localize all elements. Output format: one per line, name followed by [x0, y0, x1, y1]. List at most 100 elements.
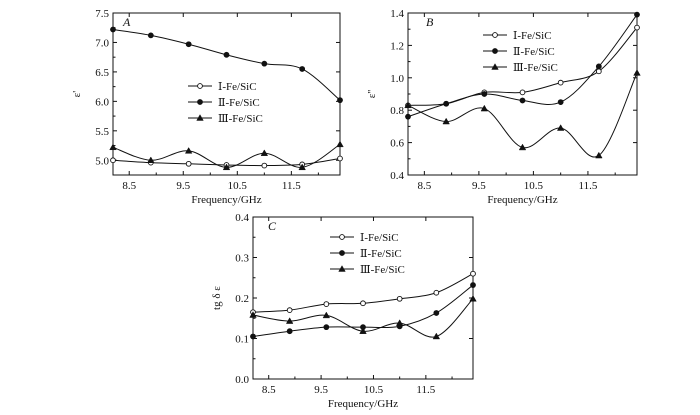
legend-entry: Ⅲ-Fe/SiC — [330, 264, 405, 276]
data-point — [443, 100, 450, 107]
data-point — [595, 68, 602, 75]
data-point — [480, 104, 489, 112]
legend-marker — [339, 250, 345, 256]
series-3 — [249, 295, 477, 340]
legend-marker — [196, 114, 204, 121]
data-point — [469, 295, 477, 302]
data-point — [396, 295, 403, 302]
x-tick-label: 9.5 — [472, 180, 486, 192]
y-axis-label: ε' — [71, 91, 83, 98]
legend-entry: Ⅰ-Fe/SiC — [483, 30, 552, 42]
panel-letter: C — [268, 219, 277, 233]
x-tick-label: 10.5 — [524, 180, 544, 192]
y-tick-label: 1.0 — [390, 73, 404, 85]
y-tick-label: 0.1 — [235, 334, 249, 346]
panel-a: 8.5 9.5 10.5 11.5 5.0 5.5 6.0 6.5 7.0 7.5 Frequenc… — [71, 8, 344, 206]
y-tick-label: 1.2 — [390, 40, 404, 52]
panel-letter: A — [122, 15, 131, 29]
data-point — [185, 160, 192, 167]
y-tick-label: 0.3 — [235, 253, 249, 265]
x-tick-label: 9.5 — [314, 384, 328, 396]
data-point — [481, 91, 488, 97]
x-axis-label: Frequency/GHz — [487, 194, 557, 206]
legend-label: Ⅰ-Fe/SiC — [513, 30, 552, 42]
panel-letter: B — [426, 15, 434, 29]
y-tick-label: 1.4 — [390, 8, 404, 20]
y-tick-label: 5.5 — [95, 126, 109, 138]
legend-label: Ⅱ-Fe/SiC — [513, 46, 555, 58]
data-point — [556, 124, 565, 131]
legend-marker — [338, 265, 346, 272]
legend-entry: Ⅲ-Fe/SiC — [188, 113, 263, 125]
y-tick-label: 0.4 — [235, 212, 249, 224]
legend-entry: Ⅱ-Fe/SiC — [483, 46, 555, 58]
y-tick-label: 7.5 — [95, 8, 109, 20]
legend-entry: Ⅱ-Fe/SiC — [330, 248, 402, 260]
legend-entry: Ⅲ-Fe/SiC — [483, 62, 558, 74]
legend-label: Ⅲ-Fe/SiC — [513, 62, 558, 74]
data-point — [147, 156, 155, 163]
data-point — [442, 117, 450, 125]
y-tick-label: 6.5 — [95, 67, 109, 79]
legend-label: Ⅱ-Fe/SiC — [218, 97, 260, 109]
data-point — [285, 317, 294, 324]
legend-marker — [492, 32, 498, 38]
data-point — [633, 69, 641, 76]
data-point — [557, 79, 564, 86]
legend-marker — [492, 48, 498, 54]
y-tick-label: 6.0 — [95, 96, 109, 108]
data-point — [110, 26, 116, 33]
plot-frame — [112, 12, 341, 176]
data-point — [323, 301, 330, 307]
data-point — [261, 60, 268, 67]
y-tick-label: 7.0 — [95, 37, 109, 49]
data-point — [519, 89, 526, 96]
data-point — [323, 324, 330, 331]
x-axis-label: Frequency/GHz — [328, 398, 398, 410]
legend-marker — [197, 83, 203, 89]
legend-entry: Ⅰ-Fe/SiC — [330, 232, 399, 244]
data-point — [147, 32, 154, 39]
panel-b: 8.5 9.5 10.5 11.5 0.4 0.6 0.8 1.0 1.2 1.4 Frequenc… — [366, 8, 641, 206]
panel-c: 8.5 9.5 10.5 11.5 0.0 0.1 0.2 0.3 0.4 Frequency/G… — [211, 212, 477, 410]
legend-label: Ⅰ-Fe/SiC — [218, 81, 257, 93]
legend-entry: Ⅱ-Fe/SiC — [188, 97, 260, 109]
data-point — [359, 327, 367, 334]
series-1 — [250, 270, 476, 316]
legend-label: Ⅱ-Fe/SiC — [360, 248, 402, 260]
y-tick-label: 0.6 — [390, 138, 404, 150]
x-axis-label: Frequency/GHz — [191, 194, 261, 206]
data-point — [184, 147, 193, 154]
data-point — [337, 97, 343, 104]
data-point — [634, 24, 640, 31]
data-point — [405, 113, 411, 120]
data-point — [286, 328, 293, 335]
data-point — [250, 333, 256, 340]
data-point — [185, 41, 192, 48]
data-point — [249, 311, 257, 318]
legend-entry: Ⅰ-Fe/SiC — [188, 81, 257, 93]
data-point — [404, 101, 412, 109]
y-tick-label: 0.0 — [235, 374, 249, 386]
x-tick-label: 11.5 — [416, 384, 435, 396]
data-point — [432, 332, 441, 340]
data-point — [299, 66, 306, 72]
series-2 — [110, 26, 343, 104]
series-3 — [109, 140, 344, 171]
y-tick-label: 0.2 — [235, 293, 249, 305]
legend-marker — [339, 234, 345, 240]
x-tick-label: 8.5 — [122, 180, 136, 192]
data-point — [322, 311, 331, 319]
data-point — [433, 289, 440, 296]
series-line — [252, 273, 474, 313]
data-point — [223, 51, 230, 58]
data-point — [433, 310, 440, 316]
series-2 — [405, 11, 640, 120]
data-point — [109, 143, 117, 151]
y-tick-label: 0.8 — [390, 105, 404, 117]
x-tick-label: 11.5 — [282, 180, 301, 192]
x-tick-label: 10.5 — [228, 180, 248, 192]
legend-marker — [197, 99, 203, 105]
data-point — [519, 97, 526, 104]
